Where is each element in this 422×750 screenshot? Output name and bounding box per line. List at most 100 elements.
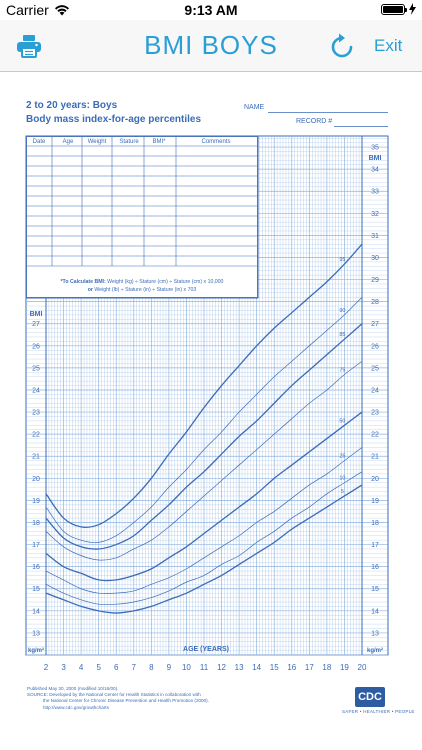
cdc-tagline: SAFER • HEALTHIER • PEOPLE: [342, 709, 415, 714]
y-tick-label-left: 27: [32, 321, 40, 328]
record-col-date: Date: [32, 139, 46, 145]
percentile-curve-75: [45, 360, 363, 561]
x-tick-label: 5: [96, 663, 101, 672]
status-bar: Carrier 9:13 AM: [0, 0, 422, 20]
calc-note-or: or: [87, 287, 93, 293]
x-tick-label: 19: [340, 663, 349, 672]
x-tick-label: 12: [217, 663, 226, 672]
percentile-curve-10: [45, 471, 363, 605]
x-axis-label: AGE (YEARS): [183, 646, 229, 653]
y-tick-label-right: 13: [371, 630, 379, 637]
x-tick-label: 15: [270, 663, 279, 672]
y-tick-label-left: 16: [32, 564, 40, 571]
y-tick-label-right: 14: [371, 608, 379, 615]
y-tick-label-left: 17: [32, 542, 40, 549]
record-line: [334, 126, 388, 127]
x-tick-label: 7: [132, 663, 137, 672]
y-tick-label-left: 21: [32, 454, 40, 461]
percentile-label-85: 85: [339, 332, 345, 338]
y-tick-label-right: 21: [371, 454, 379, 461]
footer-line4: http://www.cdc.gov/growthcharts: [43, 704, 109, 710]
percentile-curve-50: [45, 411, 363, 582]
percentile-curve-95: [45, 243, 363, 528]
record-table: [26, 136, 258, 298]
wifi-icon: [54, 5, 69, 16]
y-tick-label-left: 24: [32, 387, 40, 394]
name-label: NAME: [244, 104, 265, 111]
y-axis-label-right: BMI: [369, 155, 382, 162]
page-title: BMI BOYS: [144, 30, 278, 60]
bmi-calc-note: *To Calculate BMI: Weight (kg) ÷ Stature…: [28, 278, 256, 294]
percentile-label-25: 25: [339, 454, 345, 460]
record-col-stature: Stature: [119, 139, 139, 145]
x-tick-label: 16: [287, 663, 296, 672]
chart-title-line2: Body mass index-for-age percentiles: [26, 114, 202, 125]
y-axis-label-left: BMI: [30, 311, 43, 318]
percentile-curve-90: [45, 296, 363, 543]
percentile-label-5: 5: [341, 489, 344, 495]
status-right: [381, 3, 416, 15]
calc-note-bold: *To Calculate BMI:: [60, 279, 106, 285]
y-tick-label-right: 26: [371, 343, 379, 350]
x-tick-label: 18: [322, 663, 331, 672]
y-tick-label-left: 23: [32, 410, 40, 417]
record-table-bg: [25, 135, 259, 299]
percentile-label-50: 50: [339, 418, 345, 424]
y-tick-label-right: 30: [371, 255, 379, 262]
y-tick-label-right: 17: [371, 542, 379, 549]
percentile-label-10: 10: [339, 476, 345, 482]
printer-icon[interactable]: [16, 34, 42, 58]
y-tick-label-right: 19: [371, 498, 379, 505]
x-tick-label: 3: [61, 663, 66, 672]
y-tick-label-left: 13: [32, 630, 40, 637]
x-tick-label: 11: [200, 663, 209, 672]
x-tick-label: 4: [79, 663, 84, 672]
calc-note-line1: Weight (kg) ÷ Stature (cm) ÷ Stature (cm…: [107, 279, 224, 285]
exit-button[interactable]: Exit: [374, 36, 403, 55]
y-tick-label-right: 31: [371, 233, 379, 240]
footer-line2: SOURCE: Developed by the National Center…: [27, 692, 201, 698]
carrier-label: Carrier: [6, 2, 49, 18]
y-tick-label-left: 15: [32, 586, 40, 593]
y-unit-label-right: kg/m²: [367, 647, 383, 654]
percentile-curve-5: [45, 484, 363, 614]
record-col-age: Age: [62, 139, 74, 145]
y-tick-label-right: 22: [371, 432, 379, 439]
y-tick-label-right: 24: [371, 387, 379, 394]
y-tick-label-left: 14: [32, 608, 40, 615]
chart-footer: Published May 30, 2000 (modified 10/16/0…: [27, 686, 317, 711]
navigation-bar: BMI BOYS Exit: [0, 20, 422, 72]
status-time: 9:13 AM: [184, 2, 238, 18]
y-tick-label-right: 15: [371, 586, 379, 593]
y-tick-label-right: 33: [371, 189, 379, 196]
y-tick-label-right: 27: [371, 321, 379, 328]
percentile-label-75: 75: [339, 368, 345, 374]
y-unit-label-left: kg/m²: [28, 647, 44, 654]
y-tick-label-left: 19: [32, 498, 40, 505]
x-tick-label: 20: [358, 663, 367, 672]
y-tick-label-right: 34: [371, 167, 379, 174]
y-tick-label-right: 16: [371, 564, 379, 571]
y-tick-label-right: 20: [371, 476, 379, 483]
chart-title-line1: 2 to 20 years: Boys: [26, 100, 118, 111]
record-col-bmi: BMI*: [152, 139, 166, 145]
record-col-weight: Weight: [87, 139, 107, 145]
x-tick-label: 8: [149, 663, 154, 672]
footer-line3: the National Center for Chronic Disease …: [43, 698, 209, 704]
y-tick-label-left: 18: [32, 520, 40, 527]
footer-line1: Published May 30, 2000 (modified 10/16/0…: [27, 686, 119, 691]
calc-note-line2: Weight (lb) ÷ Stature (in) ÷ Stature (in…: [94, 287, 197, 293]
y-tick-label-left: 22: [32, 432, 40, 439]
y-tick-label-right: 29: [371, 277, 379, 284]
cdc-logo: CDC: [355, 687, 385, 707]
y-tick-label-left: 25: [32, 365, 40, 372]
x-tick-label: 9: [167, 663, 172, 672]
y-tick-label-right: 25: [371, 365, 379, 372]
x-tick-label: 2: [44, 663, 49, 672]
x-tick-label: 17: [305, 663, 314, 672]
x-tick-label: 14: [252, 663, 261, 672]
record-col-comments: Comments: [201, 139, 231, 145]
refresh-icon[interactable]: [329, 32, 355, 60]
percentile-curve-85: [45, 323, 363, 550]
status-left: Carrier: [6, 2, 70, 18]
